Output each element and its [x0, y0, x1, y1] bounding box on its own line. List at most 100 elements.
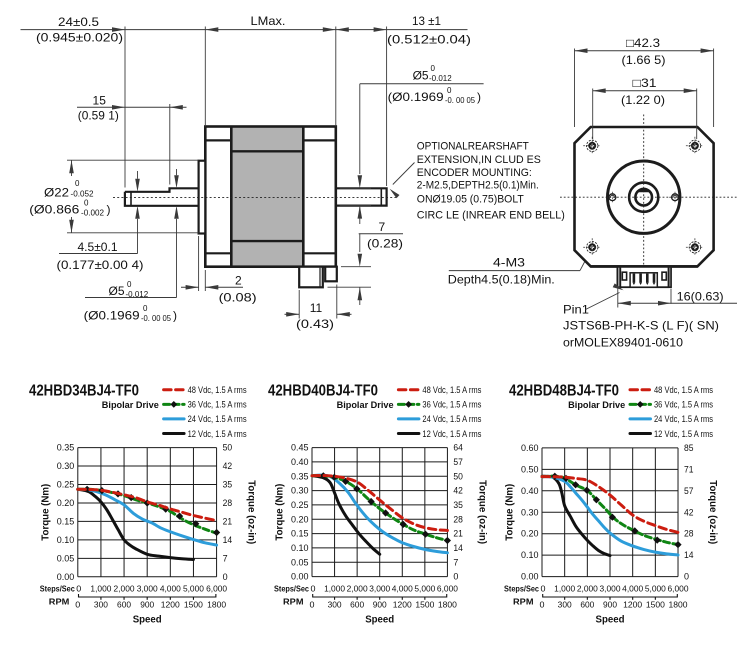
- svg-text:12 Vdc, 1.5 A rms: 12 Vdc, 1.5 A rms: [654, 429, 713, 439]
- svg-text:12 Vdc, 1.5 A rms: 12 Vdc, 1.5 A rms: [188, 429, 247, 439]
- svg-text:OPTIONALREARSHAFT: OPTIONALREARSHAFT: [417, 141, 529, 153]
- svg-text:1,000: 1,000: [554, 584, 575, 594]
- svg-text:0.00: 0.00: [521, 572, 539, 582]
- svg-text:3,000: 3,000: [369, 584, 390, 594]
- svg-text:(Ø0.1969: (Ø0.1969: [84, 309, 140, 323]
- svg-text:0.10: 0.10: [57, 535, 75, 545]
- svg-text:(0.08): (0.08): [219, 291, 257, 305]
- svg-text:15: 15: [93, 94, 107, 108]
- svg-text:Speed: Speed: [365, 615, 394, 626]
- svg-text:3,000: 3,000: [137, 584, 158, 594]
- svg-text:42: 42: [684, 507, 694, 517]
- svg-text:16(0.63): 16(0.63): [677, 289, 724, 303]
- svg-text:LMax.: LMax.: [251, 14, 286, 28]
- svg-text:Bipolar Drive: Bipolar Drive: [337, 400, 394, 410]
- svg-text:0.00: 0.00: [291, 572, 309, 582]
- svg-text:35: 35: [453, 500, 463, 510]
- svg-text:71: 71: [684, 464, 694, 474]
- svg-text:14: 14: [684, 550, 694, 560]
- svg-text:21: 21: [223, 516, 233, 526]
- svg-text:0.60: 0.60: [521, 443, 539, 453]
- svg-text:42HBD48BJ4-TF0: 42HBD48BJ4-TF0: [509, 383, 619, 400]
- svg-text:CIRC LE (INREAR END BELL): CIRC LE (INREAR END BELL): [417, 209, 565, 221]
- svg-text:0: 0: [540, 600, 545, 610]
- svg-text:0.30: 0.30: [521, 507, 539, 517]
- svg-text:5,000: 5,000: [183, 584, 204, 594]
- svg-text:48 Vdc, 1.5 A rms: 48 Vdc, 1.5 A rms: [188, 385, 247, 395]
- svg-text:□42.3: □42.3: [626, 36, 660, 50]
- svg-text:Torque (Nm): Torque (Nm): [275, 484, 286, 541]
- svg-text:0: 0: [311, 584, 316, 594]
- svg-text:24±0.5: 24±0.5: [58, 15, 99, 29]
- svg-text:0.30: 0.30: [57, 461, 75, 471]
- svg-text:Ø5: Ø5: [109, 284, 125, 298]
- svg-text:0: 0: [75, 179, 80, 188]
- svg-text:Speed: Speed: [596, 615, 625, 626]
- svg-text:1500: 1500: [646, 600, 665, 610]
- svg-text:JSTS6B-PH-K-S (L F)( SN): JSTS6B-PH-K-S (L F)( SN): [563, 319, 719, 333]
- svg-text:Torque (oz-in): Torque (oz-in): [246, 480, 257, 544]
- svg-text:(1.22 0): (1.22 0): [621, 93, 665, 107]
- svg-text:4,000: 4,000: [392, 584, 413, 594]
- svg-text:1500: 1500: [184, 600, 203, 610]
- svg-text:4,000: 4,000: [622, 584, 643, 594]
- svg-text:RPM: RPM: [283, 597, 304, 607]
- svg-text:-0.052: -0.052: [71, 190, 95, 199]
- svg-text:): ): [173, 309, 177, 323]
- svg-text:14: 14: [453, 543, 463, 553]
- svg-text:36 Vdc, 1.5 A rms: 36 Vdc, 1.5 A rms: [654, 400, 713, 410]
- svg-text:(0.512±0.04): (0.512±0.04): [387, 33, 471, 47]
- svg-text:0: 0: [223, 572, 228, 582]
- svg-text:(0.59 1): (0.59 1): [78, 109, 119, 123]
- svg-text:-0.012: -0.012: [126, 290, 149, 299]
- svg-text:42: 42: [453, 486, 463, 496]
- svg-text:42: 42: [223, 461, 233, 471]
- svg-text:600: 600: [350, 600, 364, 610]
- svg-text:36 Vdc, 1.5 A rms: 36 Vdc, 1.5 A rms: [422, 400, 481, 410]
- svg-text:24 Vdc, 1.5 A rms: 24 Vdc, 1.5 A rms: [654, 414, 713, 424]
- svg-text:Ø22: Ø22: [44, 186, 69, 200]
- svg-text:42HBD34BJ4-TF0: 42HBD34BJ4-TF0: [29, 383, 139, 400]
- svg-text:6,000: 6,000: [206, 584, 227, 594]
- svg-text:900: 900: [140, 600, 154, 610]
- svg-text:0.20: 0.20: [521, 529, 539, 539]
- svg-text:0: 0: [310, 600, 315, 610]
- svg-text:21: 21: [453, 529, 463, 539]
- svg-text:0: 0: [76, 584, 81, 594]
- svg-text:ENCODER MOUNTING:: ENCODER MOUNTING:: [417, 167, 532, 179]
- svg-text:1,000: 1,000: [324, 584, 345, 594]
- svg-text:64: 64: [453, 443, 463, 453]
- svg-text:1200: 1200: [393, 600, 412, 610]
- svg-text:ONØ19.05 (0.75)BOLT: ONØ19.05 (0.75)BOLT: [417, 194, 524, 206]
- svg-text:Speed: Speed: [133, 615, 162, 626]
- svg-text:(Ø0.1969: (Ø0.1969: [388, 90, 444, 104]
- svg-text:0: 0: [431, 64, 436, 73]
- svg-text:2,000: 2,000: [114, 584, 135, 594]
- svg-text:0.45: 0.45: [291, 443, 309, 453]
- svg-text:RPM: RPM: [513, 597, 534, 607]
- svg-text:12 Vdc, 1.5 A rms: 12 Vdc, 1.5 A rms: [422, 429, 481, 439]
- svg-text:0.30: 0.30: [291, 486, 309, 496]
- svg-text:Ø5: Ø5: [413, 69, 429, 83]
- svg-text:2,000: 2,000: [347, 584, 368, 594]
- svg-text:Bipolar Drive: Bipolar Drive: [568, 400, 625, 410]
- svg-text:7: 7: [453, 557, 458, 567]
- svg-text:Steps/Sec: Steps/Sec: [40, 584, 75, 594]
- svg-text:600: 600: [580, 600, 594, 610]
- svg-text:24 Vdc, 1.5 A rms: 24 Vdc, 1.5 A rms: [422, 414, 481, 424]
- svg-text:): ): [477, 90, 481, 104]
- svg-text:13 ±1: 13 ±1: [412, 14, 441, 28]
- svg-text:300: 300: [558, 600, 572, 610]
- svg-text:600: 600: [117, 600, 131, 610]
- svg-text:11: 11: [310, 301, 323, 315]
- svg-text:(0.177±0.00 4): (0.177±0.00 4): [57, 258, 144, 272]
- svg-text:0.40: 0.40: [291, 457, 309, 467]
- svg-text:EXTENSION,IN CLUD ES: EXTENSION,IN CLUD ES: [417, 154, 541, 166]
- svg-text:0.10: 0.10: [521, 550, 539, 560]
- svg-text:4,000: 4,000: [160, 584, 181, 594]
- svg-text:1800: 1800: [438, 600, 457, 610]
- svg-text:1800: 1800: [669, 600, 688, 610]
- svg-text:0.20: 0.20: [291, 514, 309, 524]
- svg-text:1200: 1200: [161, 600, 180, 610]
- svg-text:0.25: 0.25: [57, 480, 75, 490]
